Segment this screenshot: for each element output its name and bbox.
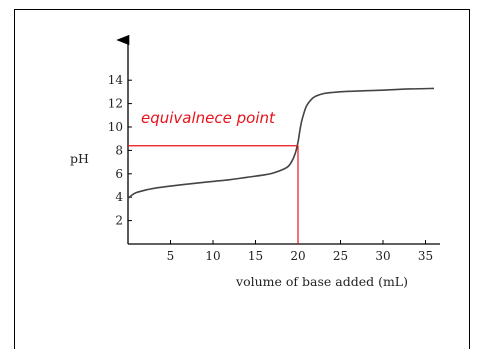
x-tick-label: 30 xyxy=(375,249,390,263)
x-tick-label: 10 xyxy=(205,249,220,263)
y-tick-label: 4 xyxy=(115,190,123,204)
x-tick-label: 5 xyxy=(167,249,175,263)
y-tick-label: 8 xyxy=(115,143,123,157)
equivalence-point-label: equivalnece point xyxy=(141,109,276,127)
y-axis-label: pH xyxy=(70,151,89,166)
y-tick-label: 12 xyxy=(108,97,123,111)
chart-frame xyxy=(14,9,470,349)
x-tick-label: 35 xyxy=(418,249,433,263)
titration-curve xyxy=(127,87,435,199)
y-tick-label: 2 xyxy=(115,214,123,228)
x-tick-label: 20 xyxy=(290,249,305,263)
x-tick-label: 25 xyxy=(333,249,348,263)
x-tick-label: 15 xyxy=(248,249,263,263)
y-tick-label: 14 xyxy=(108,73,124,87)
y-tick-label: 6 xyxy=(115,167,123,181)
y-tick-label: 10 xyxy=(108,120,123,134)
x-axis-label: volume of base added (mL) xyxy=(235,274,408,289)
titration-chart: 5 10 15 20 25 30 35 2 4 6 8 10 12 14 pH volume of ba… xyxy=(70,34,440,289)
